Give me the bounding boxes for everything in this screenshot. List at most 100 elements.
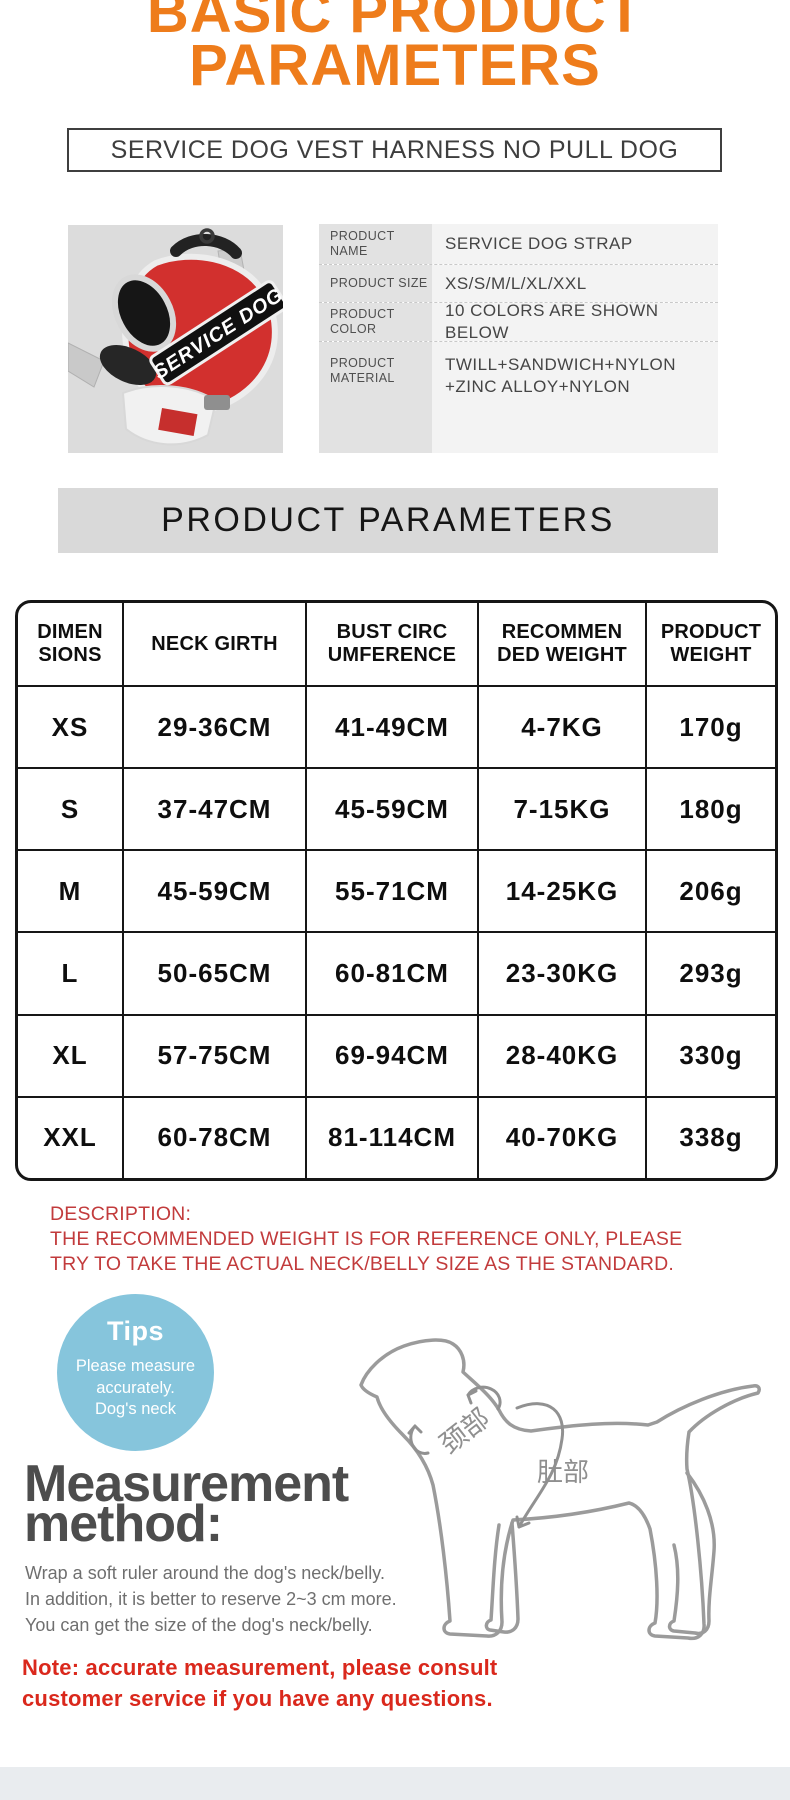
bottom-gray-band	[0, 1767, 790, 1800]
info-value-text: SERVICE DOG STRAP	[445, 234, 633, 253]
size-table-cell: L	[18, 931, 122, 1013]
info-label: PRODUCT NAME	[319, 224, 432, 264]
size-table-cell: XXL	[18, 1095, 122, 1178]
size-table-cell: 7-15KG	[477, 767, 645, 850]
info-row-color: PRODUCT COLOR 10 COLORS ARE SHOWN BELOW	[319, 301, 718, 342]
page-title-line2: PARAMETERS	[189, 33, 601, 98]
size-table-cell: 23-30KG	[477, 931, 645, 1014]
size-table: DIMEN SIONS NECK GIRTH BUST CIRC UMFEREN…	[15, 600, 778, 1181]
size-table-cell: XL	[18, 1013, 122, 1096]
belly-measure-arrow-icon	[515, 1402, 565, 1529]
info-label: PRODUCT SIZE	[319, 265, 432, 302]
info-value-text: TWILL+SANDWICH+NYLON	[445, 355, 677, 374]
tips-title: Tips	[106, 1316, 164, 1346]
neck-label: 颈部	[434, 1403, 495, 1460]
size-table-header-neck-girth: NECK GIRTH	[122, 603, 305, 685]
size-table-cell: 4-7KG	[477, 685, 645, 768]
measurement-heading-line2: method:	[24, 1495, 223, 1553]
size-table-cell: 60-81CM	[305, 931, 477, 1014]
page-title: BASIC PRODUCT PARAMETERS	[0, 0, 790, 98]
measurement-heading: Measurement method:	[24, 1455, 349, 1553]
size-table-cell: 41-49CM	[305, 685, 477, 768]
header-line: DED WEIGHT	[497, 644, 627, 666]
info-row-size: PRODUCT SIZE XS/S/M/L/XL/XXL	[319, 265, 718, 303]
chest-measure-arrow-icon	[407, 1424, 430, 1455]
dog-measure-diagram: 颈部 肚部	[352, 1333, 790, 1670]
harness-neck-opening	[111, 274, 177, 352]
header-line: WEIGHT	[670, 644, 752, 666]
size-table-cell: 69-94CM	[305, 1013, 477, 1096]
info-value-text2: +ZINC ALLOY+NYLON	[445, 377, 631, 396]
size-table-cell: S	[18, 767, 122, 849]
info-value: 10 COLORS ARE SHOWN BELOW	[432, 301, 718, 342]
harness-bottom-strap	[158, 408, 198, 436]
instruction-line: In addition, it is better to reserve 2~3…	[25, 1589, 397, 1609]
header-line: PRODUCT	[660, 621, 762, 643]
info-value: TWILL+SANDWICH+NYLON +ZINC ALLOY+NYLON	[432, 342, 718, 453]
size-table-cell: 57-75CM	[122, 1013, 305, 1096]
size-table-cell: 28-40KG	[477, 1013, 645, 1096]
size-table-cell: XS	[18, 685, 122, 767]
subtitle-box: SERVICE DOG VEST HARNESS NO PULL DOG	[67, 128, 722, 172]
size-table-cell: 45-59CM	[305, 767, 477, 850]
tips-line: Please measure	[75, 1357, 196, 1375]
header-line: SIONS	[38, 644, 102, 666]
tips-line: accurately.	[96, 1378, 175, 1397]
harness-handle	[170, 233, 242, 259]
info-row-material: PRODUCT MATERIAL TWILL+SANDWICH+NYLON +Z…	[319, 342, 718, 453]
size-table-cell: M	[18, 849, 122, 931]
header-line: RECOMMEN	[501, 621, 623, 643]
size-table-cell: 50-65CM	[122, 931, 305, 1014]
size-table-cell: 206g	[645, 849, 775, 932]
measurement-heading-line1: Measurement	[24, 1455, 349, 1513]
info-value: SERVICE DOG STRAP	[432, 224, 718, 264]
size-table-header-product-weight: PRODUCT WEIGHT	[645, 603, 775, 685]
note-line: Note: accurate measurement, please consu…	[22, 1655, 498, 1680]
info-value-text: XS/S/M/L/XL/XXL	[445, 273, 587, 293]
neck-measure-arrow-icon	[466, 1385, 502, 1411]
header-line: DIMEN	[37, 621, 103, 643]
size-table-cell: 170g	[645, 685, 775, 768]
product-photo: SERVICE DOG	[68, 225, 283, 453]
header-line: NECK GIRTH	[151, 632, 278, 655]
size-table-cell: 180g	[645, 767, 775, 850]
info-value: XS/S/M/L/XL/XXL	[432, 265, 718, 302]
size-table-cell: 293g	[645, 931, 775, 1014]
note-line: customer service if you have any questio…	[22, 1686, 493, 1711]
header-line: BUST CIRC	[336, 621, 448, 643]
harness-d-ring	[199, 228, 215, 244]
dog-far-front-leg	[484, 1521, 520, 1634]
harness-chest-pad	[99, 345, 157, 385]
harness-buckle	[204, 395, 230, 410]
dog-outline	[359, 1338, 761, 1641]
measurement-instructions: Wrap a soft ruler around the dog's neck/…	[25, 1560, 397, 1638]
section-banner: PRODUCT PARAMETERS	[58, 488, 718, 553]
instruction-line: Wrap a soft ruler around the dog's neck/…	[25, 1563, 385, 1583]
size-table-cell: 45-59CM	[122, 849, 305, 932]
size-table-cell: 338g	[645, 1095, 775, 1178]
size-table-cell: 55-71CM	[305, 849, 477, 932]
belly-label: 肚部	[537, 1457, 589, 1487]
product-info-table: PRODUCT NAME SERVICE DOG STRAP PRODUCT S…	[319, 224, 718, 453]
size-table-header-bust: BUST CIRC UMFERENCE	[305, 603, 477, 685]
section-banner-text: PRODUCT PARAMETERS	[161, 501, 615, 539]
info-value-text: 10 COLORS ARE SHOWN BELOW	[445, 301, 659, 342]
dog-outline-svg: 颈部 肚部	[359, 1338, 761, 1641]
harness-illustration: SERVICE DOG	[68, 225, 283, 453]
note-block: Note: accurate measurement, please consu…	[22, 1652, 497, 1714]
tips-badge: Tips Please measure accurately. Dog's ne…	[57, 1294, 214, 1451]
patch-background	[149, 280, 283, 386]
size-table-cell: 60-78CM	[122, 1095, 305, 1178]
size-table-cell: 29-36CM	[122, 685, 305, 768]
description-block: DESCRIPTION: THE RECOMMENDED WEIGHT IS F…	[50, 1202, 682, 1277]
size-table-cell: 14-25KG	[477, 849, 645, 932]
size-table-cell: 81-114CM	[305, 1095, 477, 1178]
subtitle-text: SERVICE DOG VEST HARNESS NO PULL DOG	[110, 135, 679, 164]
description-heading: DESCRIPTION:	[50, 1203, 192, 1225]
description-line: TRY TO TAKE THE ACTUAL NECK/BELLY SIZE A…	[50, 1253, 675, 1275]
info-label: PRODUCT MATERIAL	[319, 342, 432, 453]
page-title-line1: BASIC PRODUCT	[146, 0, 644, 45]
header-line: UMFERENCE	[327, 644, 457, 666]
harness-left-strap	[68, 342, 105, 388]
